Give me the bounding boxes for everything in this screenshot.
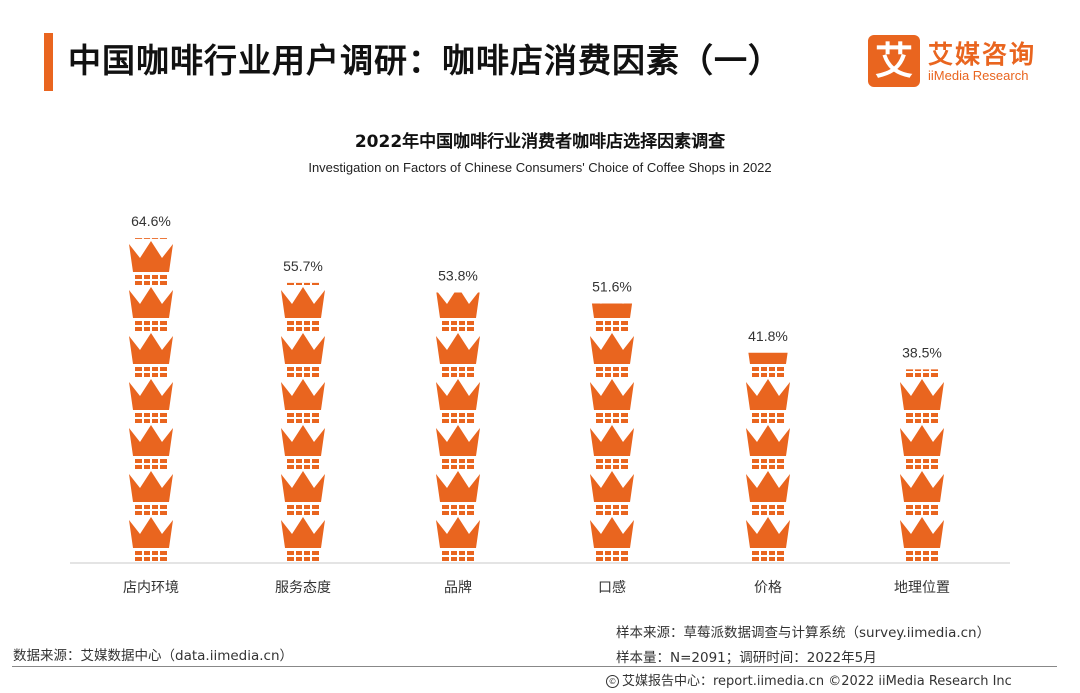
crown-icon xyxy=(900,379,944,423)
sample-source: 样本来源：草莓派数据调查与计算系统（survey.iimedia.cn） xyxy=(616,625,991,641)
crown-icon xyxy=(746,471,790,515)
data-source: 数据来源：艾媒数据中心（data.iimedia.cn） xyxy=(13,648,294,664)
crown-icon xyxy=(590,379,634,423)
data-label: 64.6% xyxy=(131,213,171,229)
crown-icon xyxy=(590,425,634,469)
crown-icon xyxy=(281,425,325,469)
crown-icon xyxy=(129,471,173,515)
copyright: © 艾媒报告中心：report.iimedia.cn ©2022 iiMedia … xyxy=(606,670,1012,689)
crown-icon xyxy=(436,471,480,515)
data-label: 38.5% xyxy=(902,344,942,360)
crown-icon xyxy=(287,282,319,285)
crown-icon xyxy=(436,517,480,561)
sample-info: 样本量：N=2091；调研时间：2022年5月 xyxy=(616,650,877,666)
chart-title: 2022年中国咖啡行业消费者咖啡店选择因素调查 xyxy=(354,132,726,152)
crown-icon xyxy=(436,425,480,469)
chart-subtitle: Investigation on Factors of Chinese Cons… xyxy=(308,160,772,175)
copyright-text: 艾媒报告中心：report.iimedia.cn ©2022 iiMedia R… xyxy=(622,674,1012,689)
crown-stack xyxy=(129,238,173,561)
crown-icon xyxy=(281,287,325,331)
bar-4: 51.6% xyxy=(590,279,634,561)
category-label: 品牌 xyxy=(444,579,472,596)
crown-icon xyxy=(900,517,944,561)
crown-stack xyxy=(281,282,325,561)
crown-icon xyxy=(900,425,944,469)
crown-icon xyxy=(900,471,944,515)
crown-icon xyxy=(281,517,325,561)
page-title: 中国咖啡行业用户调研：咖啡店消费因素（一） xyxy=(68,41,782,80)
category-label: 价格 xyxy=(754,580,782,596)
crown-icon xyxy=(746,517,790,561)
bar-5: 41.8% xyxy=(746,328,790,561)
crown-icon xyxy=(590,333,634,377)
crown-icon xyxy=(129,333,173,377)
brand-logo[interactable]: 艾 艾媒咨询 iiMedia Research xyxy=(868,35,1048,87)
crown-icon xyxy=(748,352,788,377)
category-label: 服务态度 xyxy=(275,580,331,596)
footer-divider xyxy=(12,666,1057,667)
crown-icon xyxy=(436,379,480,423)
category-label: 地理位置 xyxy=(894,580,950,596)
crown-icon xyxy=(129,425,173,469)
crown-icon xyxy=(129,517,173,561)
crown-stack xyxy=(590,303,634,561)
logo-mark-icon: 艾 xyxy=(868,35,920,87)
crown-icon xyxy=(590,517,634,561)
logo-chinese-name: 艾媒咨询 xyxy=(928,40,1037,69)
crown-icon xyxy=(129,379,173,423)
logo-english-name: iiMedia Research xyxy=(928,68,1029,83)
crown-icon xyxy=(591,303,633,331)
bar-6: 38.5% xyxy=(900,344,944,561)
crown-icon xyxy=(906,369,938,377)
data-label: 51.6% xyxy=(592,279,632,295)
crown-stack xyxy=(900,369,944,561)
data-label: 53.8% xyxy=(438,267,478,283)
crown-icon xyxy=(281,333,325,377)
crown-stack xyxy=(746,352,790,561)
title-accent-bar xyxy=(44,33,53,91)
crown-stack xyxy=(436,292,480,561)
crown-icon xyxy=(135,238,167,239)
crown-icon xyxy=(436,333,480,377)
crown-icon xyxy=(746,379,790,423)
data-label: 41.8% xyxy=(748,328,788,344)
bar-2: 55.7% xyxy=(281,258,325,561)
crown-icon xyxy=(746,425,790,469)
crown-icon xyxy=(129,287,173,331)
bar-1: 64.6% xyxy=(129,213,173,561)
bar-3: 53.8% xyxy=(436,267,480,561)
category-label: 店内环境 xyxy=(123,580,179,596)
data-label: 55.7% xyxy=(283,258,323,274)
crown-icon xyxy=(590,471,634,515)
copyright-icon: © xyxy=(606,675,619,688)
category-label: 口感 xyxy=(598,579,626,596)
crown-icon xyxy=(281,379,325,423)
crown-icon xyxy=(129,241,173,285)
crown-icon xyxy=(281,471,325,515)
crown-icon xyxy=(436,292,480,331)
